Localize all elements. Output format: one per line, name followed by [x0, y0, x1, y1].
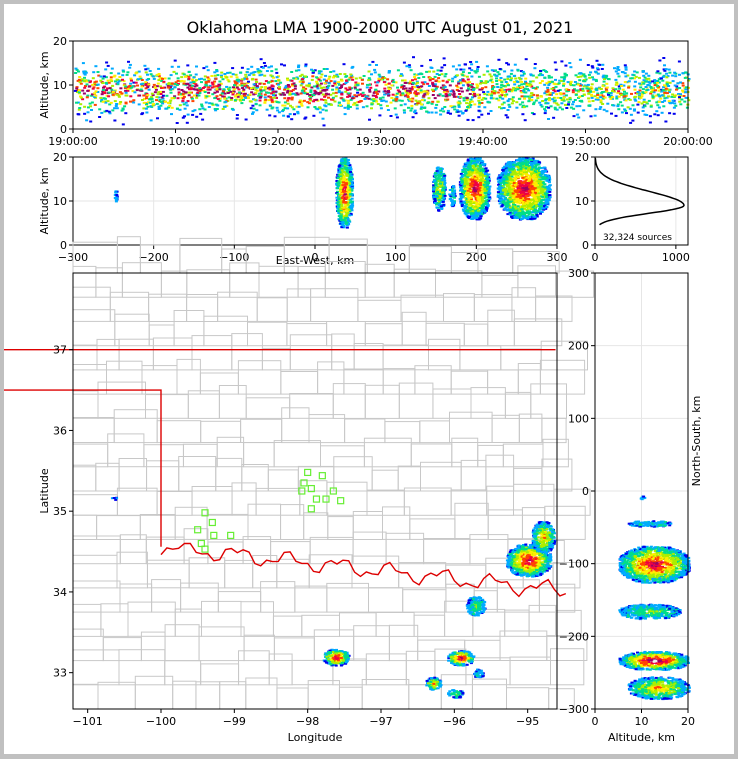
x-tick-label: 100 — [385, 251, 406, 264]
y-axis-label: North-South, km — [690, 396, 703, 487]
x-tick-label: −101 — [73, 715, 103, 728]
y-tick-label: 0 — [582, 239, 589, 252]
altitude-north-south-panel: 0 10 20 −300 −200 −100 0 100 200 300 Altitude, km N… — [559, 267, 703, 744]
x-tick-label: −200 — [139, 251, 169, 264]
x-axis-label: Altitude, km — [608, 731, 675, 744]
x-tick-label: 19:50:00 — [561, 135, 610, 148]
y-tick-label: −100 — [559, 558, 589, 571]
y-tick-label: 33 — [53, 667, 67, 680]
figure-title: Oklahoma LMA 1900-2000 UTC August 01, 20… — [187, 18, 574, 37]
y-tick-label: 0 — [60, 239, 67, 252]
y-tick-label: 10 — [53, 195, 67, 208]
x-tick-label: 20:00:00 — [663, 135, 712, 148]
x-tick-label: 19:20:00 — [253, 135, 302, 148]
source-count-annotation: 32,324 sources — [603, 233, 672, 243]
x-tick-label: −95 — [516, 715, 539, 728]
altitude-histogram-panel: 0 1000 0 10 20 32,324 sources — [575, 151, 690, 264]
x-tick-label: −98 — [296, 715, 319, 728]
x-tick-label: 300 — [547, 251, 568, 264]
y-tick-label: 200 — [568, 340, 589, 353]
y-axis-label: Latitude — [38, 468, 51, 514]
x-tick-label: 19:40:00 — [458, 135, 507, 148]
y-tick-label: 20 — [575, 151, 589, 164]
y-tick-label: 10 — [53, 79, 67, 92]
x-axis-label: East-West, km — [276, 254, 354, 267]
plan-view-panel: −101 −100 −99 −98 −97 −96 −95 33 34 35 36 37 Longitu… — [4, 237, 594, 744]
ns-source-cluster-2 — [619, 546, 691, 584]
y-tick-label: 300 — [568, 267, 589, 280]
x-tick-label: −97 — [369, 715, 392, 728]
y-tick-label: 37 — [53, 344, 67, 357]
y-tick-label: −300 — [559, 703, 589, 716]
y-tick-label: −200 — [559, 630, 589, 643]
x-axis-label: Longitude — [288, 731, 343, 744]
y-axis-label: Altitude, km — [38, 167, 51, 234]
x-tick-label: −100 — [146, 715, 176, 728]
lma-figure: Oklahoma LMA 1900-2000 UTC August 01, 20… — [4, 4, 734, 754]
y-tick-label: 36 — [53, 424, 67, 437]
x-tick-label: 1000 — [662, 251, 690, 264]
y-tick-label: 20 — [53, 151, 67, 164]
y-tick-label: 35 — [53, 505, 67, 518]
figure-frame: Oklahoma LMA 1900-2000 UTC August 01, 20… — [4, 4, 734, 754]
plan-source-cluster-2 — [532, 521, 557, 553]
ns-source-cluster-4 — [619, 651, 690, 671]
x-tick-label: −100 — [219, 251, 249, 264]
y-tick-label: 0 — [60, 123, 67, 136]
x-tick-label: 0 — [592, 715, 599, 728]
x-tick-label: −99 — [223, 715, 246, 728]
y-axis-label: Altitude, km — [38, 51, 51, 118]
plan-source-cluster-3 — [466, 596, 487, 616]
x-tick-label: 19:10:00 — [151, 135, 200, 148]
y-tick-label: 10 — [575, 195, 589, 208]
x-tick-label: 0 — [592, 251, 599, 264]
x-tick-label: 19:00:00 — [48, 135, 97, 148]
x-tick-label: 19:30:00 — [356, 135, 405, 148]
y-tick-label: 100 — [568, 412, 589, 425]
y-tick-label: 34 — [53, 586, 67, 599]
x-tick-label: 20 — [681, 715, 695, 728]
time-altitude-panel: 19:00:00 19:10:00 19:20:00 19:30:00 19:40:00… — [38, 35, 713, 148]
x-tick-label: 10 — [635, 715, 649, 728]
y-tick-label: 0 — [582, 485, 589, 498]
y-tick-label: 20 — [53, 35, 67, 48]
x-tick-label: −96 — [443, 715, 466, 728]
